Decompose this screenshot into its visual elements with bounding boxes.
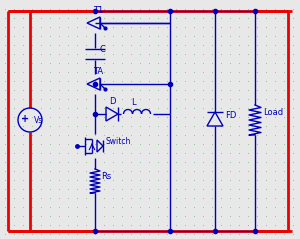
Text: Vs: Vs [34,116,43,125]
Text: TA: TA [93,67,103,76]
Text: C: C [100,45,106,54]
Text: T1: T1 [93,6,103,15]
Text: L: L [131,98,136,107]
Text: +: + [21,114,29,124]
Text: Switch: Switch [105,137,130,146]
Text: FD: FD [225,111,236,120]
Text: Rs: Rs [101,172,111,181]
Text: D: D [109,97,116,106]
Text: Load: Load [263,108,283,117]
